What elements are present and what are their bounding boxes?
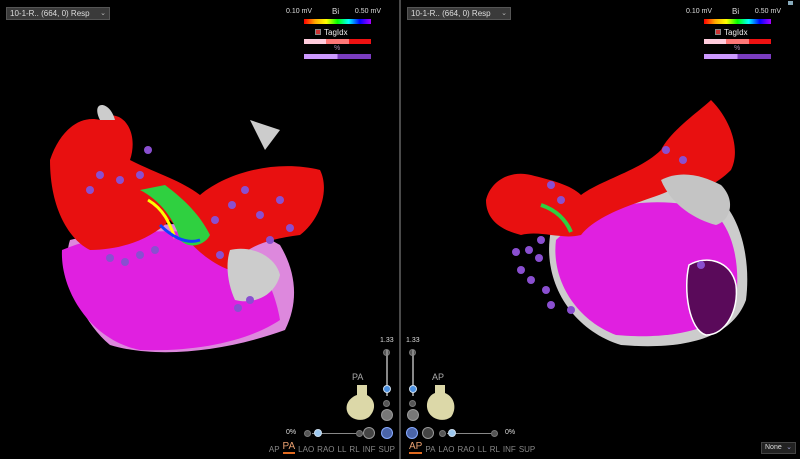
view-rl[interactable]: RL [349,445,360,454]
view-menu-button[interactable] [381,427,393,439]
view-pa[interactable]: PA [282,441,296,454]
map-border-zone [540,203,573,233]
zoom-minus-icon[interactable] [383,400,390,407]
panel-divider[interactable] [399,0,401,459]
orientation-label: AP [432,372,445,382]
view-inf[interactable]: INF [362,445,376,454]
rotate-button[interactable] [407,409,419,421]
map-selector-label: 10-1-R.. (664, 0) Resp [10,9,90,18]
map-gray-patch [227,248,280,302]
voltage-map-pa[interactable] [0,0,399,459]
view-ap[interactable]: AP [409,441,423,454]
zoom-slider[interactable] [386,350,388,396]
view-pa[interactable]: PA [425,445,436,454]
heart-orientation-icon[interactable] [343,383,379,423]
voltage-map-ap[interactable] [401,0,800,459]
transparency-bar [704,54,771,59]
zoom-slider-knob[interactable] [383,385,391,393]
sphere-view-button[interactable] [422,427,434,439]
scar-outline-region[interactable] [686,259,738,336]
orientation-label: PA [352,372,364,382]
zoom-slider-knob[interactable] [409,385,417,393]
bottom-dropdown[interactable]: None ⌄ [761,442,796,454]
view-rao[interactable]: RAO [457,445,475,454]
opacity-plus-icon[interactable] [356,430,363,437]
tag-label: TagIdx [724,28,748,37]
view-buttons: AP PA LAO RAO LL RL INF SUP [409,441,535,454]
color-legend: 0.10 mV Bi 0.50 mV TagIdx % [686,5,781,60]
map-panel-right[interactable]: 10-1-R.. (664, 0) Resp ⌄ 0.10 mV Bi 0.50 … [401,0,800,459]
legend-mode: Bi [732,7,740,16]
opacity-value: 0% [286,429,297,436]
percent-icon: % [734,45,741,52]
opacity-slider[interactable] [447,433,491,434]
tag-color-bar [304,39,371,44]
opacity-slider[interactable] [312,433,356,434]
tag-color-bar [704,39,771,44]
legend-mode: Bi [332,7,340,16]
rotate-button[interactable] [381,409,393,421]
map-border-blue [158,223,201,243]
voltage-color-bar[interactable] [704,19,771,24]
map-selector-dropdown[interactable]: 10-1-R.. (664, 0) Resp ⌄ [6,7,110,20]
sphere-view-button[interactable] [363,427,375,439]
map-scar-region [486,100,735,237]
opacity-slider-knob[interactable] [314,429,322,437]
view-rl[interactable]: RL [489,445,500,454]
chevron-down-icon: ⌄ [501,10,507,17]
zoom-slider[interactable] [412,350,414,396]
opacity-value: 0% [505,429,516,436]
tag-label: TagIdx [324,28,348,37]
window-corner-button[interactable] [788,1,793,5]
legend-min: 0.10 mV [686,8,713,15]
opacity-plus-icon[interactable] [491,430,498,437]
transparency-bar [304,54,371,59]
view-buttons: AP PA LAO RAO LL RL INF SUP [269,441,395,454]
view-sup[interactable]: SUP [378,445,395,454]
view-sup[interactable]: SUP [518,445,536,454]
tag-legend: TagIdx [715,28,748,37]
view-rao[interactable]: RAO [317,445,335,454]
zoom-value: 1.33 [380,337,394,344]
legend-min: 0.10 mV [286,8,313,15]
voltage-color-bar[interactable] [304,19,371,24]
view-ll[interactable]: LL [477,445,487,454]
opacity-minus-icon[interactable] [304,430,311,437]
view-ll[interactable]: LL [337,445,347,454]
map-gray-patch [661,174,731,225]
tag-icon [715,29,721,35]
map-scar-region [50,115,324,270]
tag-spheres [512,146,705,314]
chevron-down-icon: ⌄ [100,10,106,17]
view-lao[interactable]: LAO [438,445,455,454]
opacity-minus-icon[interactable] [439,430,446,437]
tag-icon [315,29,321,35]
tag-legend: TagIdx [315,28,348,37]
heart-orientation-icon[interactable] [423,383,459,423]
percent-icon: % [334,45,341,52]
map-border-zone [140,185,210,246]
zoom-value: 1.33 [406,337,420,344]
legend-max: 0.50 mV [354,8,381,15]
view-lao[interactable]: LAO [298,445,315,454]
legend-max: 0.50 mV [754,8,781,15]
opacity-slider-knob[interactable] [448,429,456,437]
view-inf[interactable]: INF [502,445,516,454]
map-selector-label: 10-1-R.. (664, 0) Resp [411,9,491,18]
view-ap[interactable]: AP [268,445,280,454]
map-selector-dropdown[interactable]: 10-1-R.. (664, 0) Resp ⌄ [407,7,511,20]
view-menu-button[interactable] [406,427,418,439]
zoom-minus-icon[interactable] [409,400,416,407]
chevron-down-icon: ⌄ [786,444,792,451]
bottom-dropdown-label: None [765,444,782,451]
map-panel-left[interactable]: 10-1-R.. (664, 0) Resp ⌄ 0.10 mV Bi 0.50 … [0,0,399,459]
color-legend: 0.10 mV Bi 0.50 mV TagIdx % [286,5,381,60]
tag-spheres [86,146,294,312]
